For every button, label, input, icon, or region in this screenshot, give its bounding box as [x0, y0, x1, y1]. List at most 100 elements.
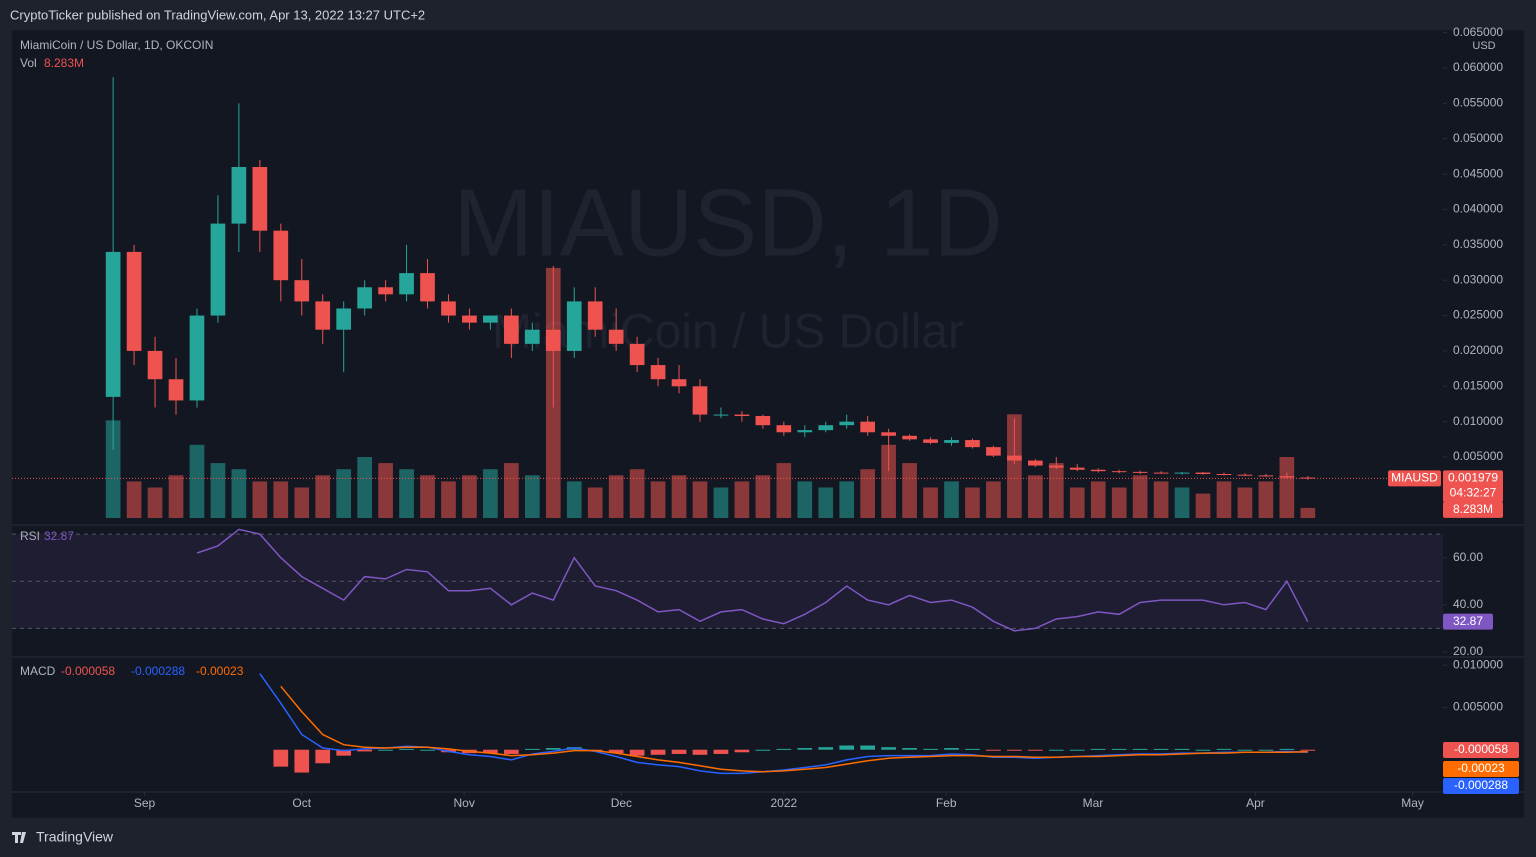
macd-histogram-bar [713, 749, 729, 754]
countdown-tag: 04:32:27 [1450, 486, 1497, 500]
candle-body [231, 167, 247, 224]
volume-bar [692, 481, 708, 518]
macd-histogram-bar [944, 748, 959, 750]
volume-bar [210, 463, 226, 518]
volume-bar [650, 481, 666, 518]
candle-body [1300, 477, 1316, 479]
volume-bar [860, 469, 876, 518]
candle-body [1111, 471, 1127, 473]
volume-bar [1195, 493, 1211, 518]
volume-bar [881, 444, 896, 518]
candle-body [1216, 474, 1232, 476]
x-tick-label: Oct [292, 796, 311, 810]
candle-body [818, 425, 834, 431]
legend-volume: Vol [20, 56, 37, 70]
y-tick-label: 0.045000 [1453, 166, 1503, 180]
legend-volume-value: 8.283M [44, 56, 84, 70]
macd-histogram-bar [608, 749, 624, 754]
candle-body [441, 301, 456, 316]
y-tick-label: 0.010000 [1453, 657, 1503, 671]
volume-bar [105, 420, 121, 518]
macd-histogram-bar [650, 749, 666, 755]
y-tick-label: 0.040000 [1453, 202, 1503, 216]
volume-bar [755, 475, 771, 518]
macd-histogram-bar [1258, 749, 1274, 751]
volume-bar [944, 481, 959, 518]
symbol-tag-bg [1388, 470, 1441, 487]
macd-histogram-bar [734, 749, 750, 753]
candle-body [1279, 476, 1295, 478]
macd-histogram-bar [1090, 748, 1106, 750]
volume-bar [776, 463, 792, 518]
price-tag-bg [1443, 470, 1503, 503]
macd-histogram-bar [776, 748, 792, 750]
candle-body [713, 414, 729, 416]
candle-body [147, 350, 163, 380]
candle-body [776, 425, 792, 433]
x-tick-label: Feb [936, 796, 957, 810]
candle-body [608, 329, 624, 344]
macd-histogram-bar [315, 749, 331, 764]
volume-tag: 8.283M [1453, 502, 1493, 516]
candle-body [692, 386, 708, 415]
macd-histogram-bar [818, 747, 834, 750]
volume-bar [818, 487, 834, 518]
candle-body [881, 432, 896, 436]
candle-body [1069, 467, 1085, 470]
candle-body [210, 223, 226, 316]
volume-bar [189, 444, 205, 518]
volume-bar [441, 481, 456, 518]
volume-bar [252, 481, 268, 518]
footer-logo [12, 832, 26, 843]
candle-body [1048, 465, 1064, 468]
x-tick-label: Mar [1083, 796, 1104, 810]
candle-body [483, 315, 498, 323]
y-tick-label: 0.060000 [1453, 60, 1503, 74]
macd-histogram-bar [483, 749, 498, 754]
macd-hist-tag-bg [1443, 742, 1519, 758]
volume-bar [273, 481, 289, 518]
macd-histogram-bar [902, 748, 917, 750]
volume-bar [839, 481, 855, 518]
volume-bar [357, 457, 372, 518]
candle-body [399, 273, 414, 295]
candle-body [671, 379, 687, 387]
volume-bar [1048, 463, 1064, 518]
volume-bar [923, 487, 938, 518]
volume-bar [713, 487, 729, 518]
macd-histogram-bar [755, 749, 771, 751]
volume-bar [986, 481, 1001, 518]
macd-histogram-bar [1028, 749, 1043, 751]
legend-macd-value: -0.000288 [131, 664, 185, 678]
macd-signal-tag: -0.00023 [1457, 761, 1505, 775]
y-tick-label: 0.025000 [1453, 308, 1503, 322]
candle-body [378, 287, 393, 295]
pane-area [12, 30, 1443, 818]
candle-body [1153, 472, 1169, 474]
y-tick-label: 0.050000 [1453, 131, 1503, 145]
macd-histogram-bar [692, 749, 708, 755]
macd-histogram-bar [1279, 748, 1295, 750]
candle-body [1258, 475, 1274, 477]
candle-body [797, 430, 813, 433]
y-tick-label: 0.020000 [1453, 343, 1503, 357]
candle-body [294, 280, 310, 302]
y-tick-label: 40.00 [1453, 597, 1483, 611]
candle-body [986, 447, 1001, 456]
macd-histogram-bar [671, 749, 687, 754]
y-tick-label: 0.030000 [1453, 272, 1503, 286]
legend-title: MiamiCoin / US Dollar, 1D, OKCOIN [20, 38, 213, 52]
volume-bar [797, 481, 813, 518]
candle-body [566, 301, 582, 351]
volume-bar [168, 475, 184, 518]
candle-body [273, 230, 289, 281]
x-tick-label: Dec [611, 796, 632, 810]
candle-body [629, 343, 645, 366]
candle-body [1174, 472, 1190, 474]
candle-body [902, 435, 917, 440]
watermark-symbol: MIAUSD, 1D [453, 169, 1002, 276]
rsi-tag: 32.87 [1453, 614, 1483, 628]
volume-bar [1090, 481, 1106, 518]
macd-histogram-bar [545, 748, 561, 750]
